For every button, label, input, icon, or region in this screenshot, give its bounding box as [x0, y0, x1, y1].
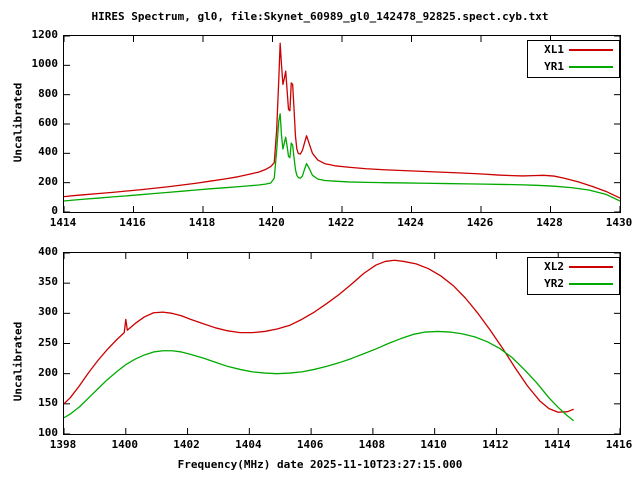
- legend-swatch-xl2: [569, 265, 613, 268]
- xtick-label: 1420: [258, 216, 285, 229]
- xtick-label: 1414: [543, 438, 571, 451]
- page-title: HIRES Spectrum, gl0, file:Skynet_60989_g…: [91, 10, 549, 23]
- xtick-label: 1414: [49, 216, 77, 229]
- series-line-xl2: [64, 259, 574, 413]
- legend-swatch-yr2: [569, 282, 613, 285]
- top-panel-legend: XL1 YR1: [527, 40, 620, 78]
- xtick-label: 1400: [111, 438, 139, 451]
- ytick-label: 200: [38, 174, 58, 188]
- ytick-label: 1000: [31, 57, 59, 71]
- legend-entry-yr2: YR2: [528, 275, 619, 292]
- top-panel: Uncalibrated XL1 YR1 0 200 400 600 800 1000 12…: [12, 28, 633, 229]
- series-line-yr1: [64, 113, 620, 202]
- xtick-label: 1416: [605, 438, 633, 451]
- ytick-label: 600: [38, 116, 58, 129]
- xtick-label: 1426: [466, 216, 494, 229]
- ytick-label: 300: [38, 305, 58, 319]
- ytick-label: 0: [51, 204, 58, 217]
- xtick-label: 1404: [235, 438, 262, 451]
- ytick-label: 250: [38, 335, 58, 349]
- top-panel-canvas: [64, 36, 620, 212]
- legend-label-yr2: YR2: [544, 277, 564, 290]
- xtick-label: 1422: [327, 216, 355, 229]
- ytick-label: 1200: [31, 28, 59, 41]
- legend-entry-xl2: XL2: [528, 258, 619, 275]
- ytick-label: 400: [38, 145, 58, 159]
- bottom-panel: Uncalibrated XL2 YR2 100 150 200 250 300 350 4…: [0, 240, 640, 480]
- legend-label-xl1: XL1: [544, 43, 564, 56]
- legend-entry-xl1: XL1: [528, 41, 619, 58]
- xtick-label: 1416: [119, 216, 146, 229]
- xtick-label: 1410: [420, 438, 447, 451]
- bottom-panel-legend: XL2 YR2: [527, 257, 620, 295]
- bottom-panel-ylabel: Uncalibrated: [11, 321, 25, 402]
- xtick-label: 1406: [296, 438, 324, 451]
- ytick-label: 800: [38, 86, 58, 100]
- xtick-label: 1424: [397, 216, 424, 229]
- series-line-yr2: [64, 330, 575, 422]
- ytick-label: 200: [38, 365, 58, 379]
- legend-label-xl2: XL2: [544, 260, 564, 273]
- xtick-label: 1428: [536, 216, 563, 229]
- ytick-label: 150: [38, 395, 58, 409]
- xtick-label: 1430: [605, 216, 633, 229]
- xtick-label: 1402: [173, 438, 200, 451]
- bottom-panel-canvas: [64, 253, 620, 434]
- legend-swatch-yr1: [569, 65, 613, 68]
- series-line-xl1: [64, 42, 620, 199]
- ytick-label: 400: [38, 245, 58, 258]
- xtick-label: 1398: [49, 438, 77, 451]
- xaxis-title: Frequency(MHz) date 2025-11-10T23:27:15.…: [177, 458, 463, 471]
- legend-entry-yr1: YR1: [528, 58, 619, 75]
- xtick-label: 1408: [358, 438, 386, 451]
- xtick-label: 1418: [188, 216, 216, 229]
- xtick-label: 1412: [482, 438, 509, 451]
- legend-label-yr1: YR1: [544, 60, 564, 73]
- ytick-label: 350: [38, 275, 58, 289]
- legend-swatch-xl1: [569, 48, 613, 51]
- ytick-label: 100: [38, 426, 58, 439]
